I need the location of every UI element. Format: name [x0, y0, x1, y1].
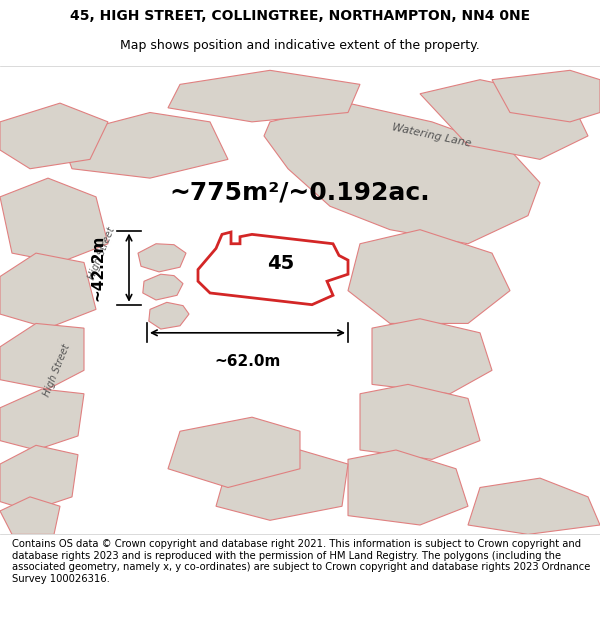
- Polygon shape: [372, 319, 492, 394]
- Polygon shape: [492, 70, 600, 122]
- Polygon shape: [60, 112, 228, 178]
- Polygon shape: [149, 302, 189, 329]
- Polygon shape: [348, 229, 510, 324]
- Text: High Street: High Street: [87, 226, 117, 281]
- Polygon shape: [264, 103, 540, 244]
- Polygon shape: [468, 478, 600, 534]
- Polygon shape: [216, 450, 348, 520]
- Polygon shape: [0, 445, 78, 511]
- Text: 45: 45: [267, 254, 294, 273]
- Polygon shape: [168, 418, 300, 488]
- Polygon shape: [0, 497, 60, 534]
- Text: 45, HIGH STREET, COLLINGTREE, NORTHAMPTON, NN4 0NE: 45, HIGH STREET, COLLINGTREE, NORTHAMPTO…: [70, 9, 530, 23]
- Text: High Street: High Street: [42, 342, 72, 398]
- Text: Map shows position and indicative extent of the property.: Map shows position and indicative extent…: [120, 39, 480, 52]
- Polygon shape: [360, 384, 480, 459]
- Text: ~775m²/~0.192ac.: ~775m²/~0.192ac.: [170, 180, 430, 204]
- Polygon shape: [168, 70, 360, 122]
- Polygon shape: [0, 253, 96, 328]
- Text: ~42.2m: ~42.2m: [90, 234, 105, 301]
- Polygon shape: [0, 178, 108, 262]
- Polygon shape: [198, 232, 348, 304]
- Polygon shape: [0, 103, 108, 169]
- Polygon shape: [0, 389, 84, 450]
- Polygon shape: [420, 79, 588, 159]
- Text: ~62.0m: ~62.0m: [214, 354, 281, 369]
- Polygon shape: [348, 450, 468, 525]
- Polygon shape: [143, 274, 183, 300]
- Polygon shape: [0, 324, 84, 389]
- Text: Watering Lane: Watering Lane: [391, 122, 473, 149]
- Text: Contains OS data © Crown copyright and database right 2021. This information is : Contains OS data © Crown copyright and d…: [12, 539, 590, 584]
- Polygon shape: [138, 244, 186, 272]
